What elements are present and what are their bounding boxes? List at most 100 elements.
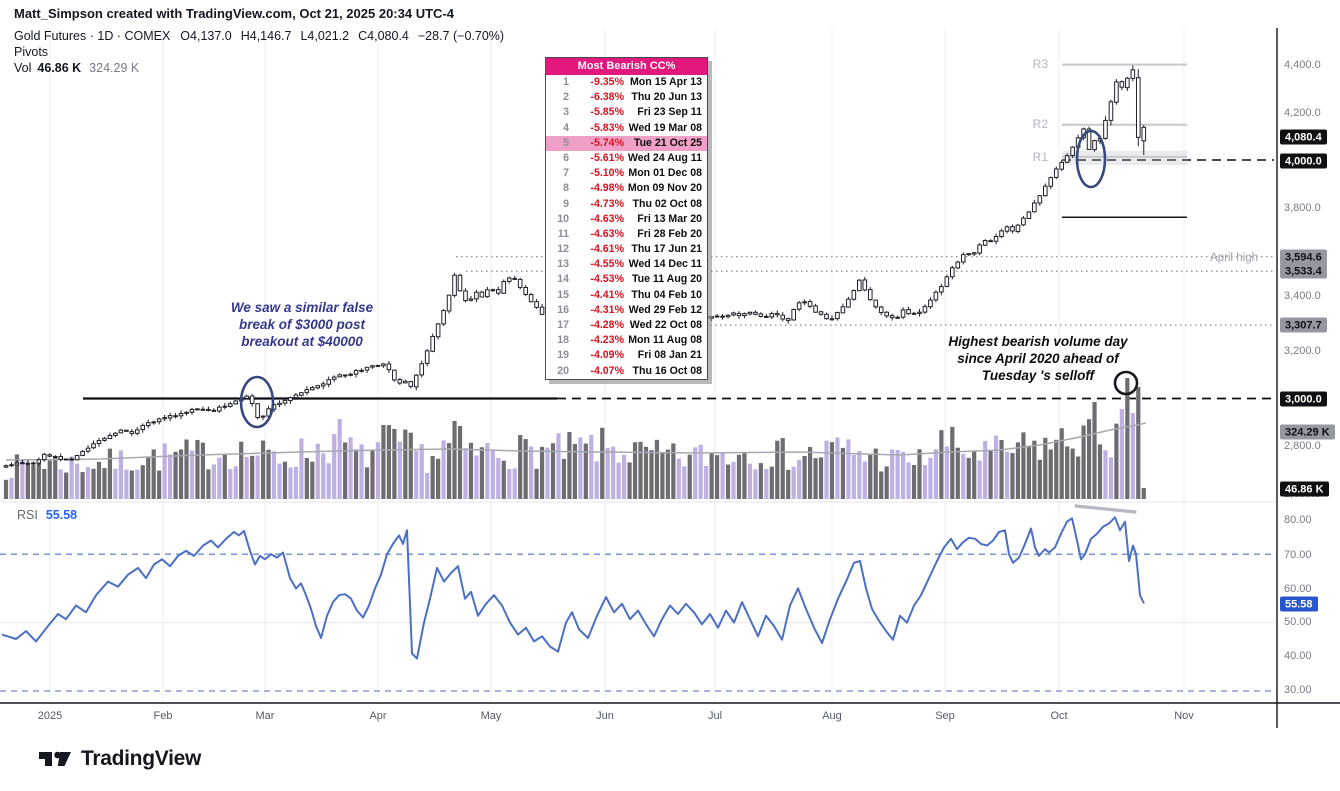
symbol-title[interactable]: Gold Futures · 1D · COMEX	[14, 29, 171, 43]
bearish-table-cell-dt: Thu 20 Jun 13	[631, 91, 702, 104]
bearish-table-cell-dt: Wed 19 Mar 08	[628, 121, 702, 134]
rsi-legend: RSI 55.58	[17, 508, 77, 522]
price-axis-label[interactable]: 3,200.0	[1284, 345, 1321, 357]
annotation-line: Highest bearish volume day	[948, 334, 1128, 349]
bearish-table-row: 3 -5.85% Fri 23 Sep 11	[546, 105, 707, 120]
bearish-table-cell-dt: Fri 23 Sep 11	[637, 106, 702, 119]
bearish-table-cell-pc: -4.53%	[590, 273, 624, 286]
price-axis-badge: 3,307.7	[1280, 317, 1327, 333]
bearish-table-cell-pc: -4.98%	[590, 182, 624, 195]
bearish-table-cell-dt: Tue 11 Aug 20	[631, 273, 702, 286]
bearish-table-cell-dt: Thu 17 Jun 21	[631, 243, 702, 256]
bearish-table-cell-pc: -5.85%	[590, 106, 624, 119]
bearish-table-cell-pc: -4.41%	[590, 288, 624, 301]
time-axis-label-apr[interactable]: Apr	[369, 710, 387, 722]
rsi-axis-badge: 55.58	[1280, 596, 1318, 612]
price-axis-label[interactable]: 2,800.0	[1284, 440, 1321, 452]
time-axis-label-jun[interactable]: Jun	[596, 710, 614, 722]
april-high-label: April high	[1210, 252, 1258, 264]
annotation-line: Tuesday 's selloff	[981, 368, 1095, 383]
most-bearish-table: Most Bearish CC% 1 -9.35% Mon 15 Apr 13 2 -6…	[545, 57, 708, 380]
bearish-table-cell-dt: Fri 28 Feb 20	[637, 227, 702, 240]
tradingview-logo[interactable]: TradingView	[38, 746, 201, 772]
time-axis-label-nov[interactable]: Nov	[1174, 710, 1194, 722]
table-title: Most Bearish CC%	[546, 58, 707, 75]
chart-legend: Gold Futures · 1D · COMEX O4,137.0 H4,146.…	[14, 28, 504, 76]
rsi-axis-label[interactable]: 80.00	[1284, 514, 1312, 526]
bearish-table-row: 2 -6.38% Thu 20 Jun 13	[546, 90, 707, 105]
time-axis-label-sep[interactable]: Sep	[935, 710, 955, 722]
bearish-table-cell-rk: 1	[563, 76, 569, 88]
annotation-line: break of $3000 post	[238, 317, 366, 332]
bearish-table-cell-rk: 12	[557, 243, 569, 256]
bearish-table-row: 20 -4.07% Thu 16 Oct 08	[546, 364, 707, 379]
bearish-table-cell-dt: Thu 02 Oct 08	[632, 197, 702, 210]
time-axis-label-2025[interactable]: 2025	[37, 710, 63, 722]
volume-value: 46.86 K	[37, 61, 82, 75]
bearish-table-cell-pc: -4.73%	[590, 197, 624, 210]
price-axis-badge: 3,533.4	[1280, 263, 1327, 279]
price-axis-badge: 324.29 K	[1280, 424, 1335, 440]
time-axis-label-oct[interactable]: Oct	[1050, 710, 1068, 722]
rsi-axis-label[interactable]: 50.00	[1284, 616, 1312, 628]
rsi-axis-label[interactable]: 30.00	[1284, 684, 1312, 696]
annotation-line: We saw a similar false	[230, 300, 374, 315]
time-axis-label-jul[interactable]: Jul	[707, 710, 723, 722]
bearish-table-cell-dt: Thu 16 Oct 08	[632, 364, 702, 377]
price-axis-label[interactable]: 4,400.0	[1284, 59, 1321, 71]
bearish-table-cell-rk: 9	[563, 197, 569, 210]
bearish-table-cell-pc: -4.09%	[590, 349, 624, 362]
bearish-table-cell-pc: -9.35%	[590, 76, 624, 88]
bearish-table-cell-rk: 18	[557, 334, 569, 347]
bearish-table-cell-pc: -4.07%	[590, 364, 624, 377]
bearish-table-cell-pc: -4.63%	[590, 212, 624, 225]
time-axis-label-feb[interactable]: Feb	[153, 710, 173, 722]
bearish-table-row: 13 -4.55% Wed 14 Dec 11	[546, 257, 707, 272]
ohlc-change: −28.7 (−0.70%)	[417, 29, 505, 43]
ohlc-low: L4,021.2	[300, 29, 350, 43]
bearish-table-row: 1 -9.35% Mon 15 Apr 13	[546, 75, 707, 90]
bearish-table-row: 19 -4.09% Fri 08 Jan 21	[546, 348, 707, 363]
ohlc-close: C4,080.4	[358, 29, 409, 43]
bearish-table-cell-dt: Wed 14 Dec 11	[628, 258, 702, 271]
bearish-table-cell-rk: 19	[557, 349, 569, 362]
bearish-table-cell-pc: -4.23%	[590, 334, 624, 347]
rsi-axis-label[interactable]: 70.00	[1284, 549, 1312, 561]
ohlc-open: O4,137.0	[180, 29, 232, 43]
bearish-table-cell-pc: -5.74%	[590, 136, 624, 149]
bearish-table-cell-rk: 4	[563, 121, 569, 134]
bearish-table-cell-dt: Thu 04 Feb 10	[631, 288, 702, 301]
volume-label[interactable]: Vol	[14, 61, 32, 75]
bearish-table-cell-pc: -6.38%	[590, 91, 624, 104]
bearish-table-cell-pc: -4.31%	[590, 303, 624, 316]
bearish-table-row: 17 -4.28% Wed 22 Oct 08	[546, 318, 707, 333]
time-axis-label-mar[interactable]: Mar	[255, 710, 275, 722]
time-axis-label-aug[interactable]: Aug	[822, 710, 842, 722]
indicator-pivots-label[interactable]: Pivots	[14, 45, 49, 59]
price-axis-label[interactable]: 3,400.0	[1284, 290, 1321, 302]
annotation-false-break: We saw a similar false break of $3000 po…	[182, 299, 422, 350]
bearish-table-cell-dt: Wed 22 Oct 08	[629, 319, 702, 331]
rsi-axis-label[interactable]: 60.00	[1284, 583, 1312, 595]
bearish-table-cell-dt: Tue 21 Oct 25	[633, 136, 702, 149]
rsi-value: 55.58	[45, 508, 78, 522]
bearish-table-cell-rk: 15	[557, 288, 569, 301]
bearish-table-row: 8 -4.98% Mon 09 Nov 20	[546, 181, 707, 196]
bearish-table-cell-dt: Mon 11 Aug 08	[628, 334, 702, 347]
bearish-table-cell-rk: 3	[563, 106, 569, 119]
bearish-table-row: 14 -4.53% Tue 11 Aug 20	[546, 272, 707, 287]
bearish-table-cell-rk: 10	[557, 212, 569, 225]
price-axis-label[interactable]: 4,200.0	[1284, 107, 1321, 119]
pivot-label-r3: R3	[1032, 57, 1048, 71]
bearish-table-row: 16 -4.31% Wed 29 Feb 12	[546, 303, 707, 318]
bearish-table-cell-dt: Fri 13 Mar 20	[637, 212, 702, 225]
time-axis-label-may[interactable]: May	[480, 710, 502, 722]
bearish-table-cell-pc: -5.61%	[590, 151, 624, 164]
annotation-line: breakout at $40000	[241, 334, 363, 349]
volume-ma-value: 324.29 K	[89, 61, 140, 75]
rsi-axis-label[interactable]: 40.00	[1284, 650, 1312, 662]
price-axis-label[interactable]: 3,800.0	[1284, 202, 1321, 214]
bearish-table-cell-dt: Wed 29 Feb 12	[628, 303, 702, 316]
bearish-table-cell-rk: 5	[563, 136, 569, 149]
rsi-label[interactable]: RSI	[17, 508, 38, 522]
